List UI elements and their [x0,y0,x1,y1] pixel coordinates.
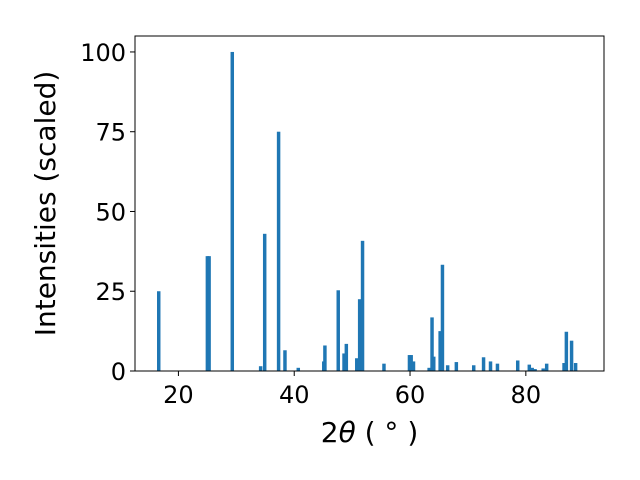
bar [527,364,532,371]
x-axis-ticks: 20 40 60 80 [163,371,541,409]
bar [541,368,545,371]
x-tick-label: 60 [395,381,426,409]
y-tick-label: 75 [95,119,126,147]
x-tick-label: 20 [163,381,194,409]
x-tick-label: 40 [279,381,310,409]
x-tick-label: 80 [511,381,542,409]
bar [230,51,235,371]
y-axis-ticks: 0 25 50 75 100 [80,39,135,386]
bar [323,345,327,371]
bar [533,369,537,371]
bar [407,355,412,371]
bar [409,355,413,371]
bar [432,356,436,371]
bar [530,367,534,371]
bar [488,361,493,371]
bar [342,353,346,371]
bar [438,331,442,371]
bar [481,357,486,371]
bar [440,264,445,371]
bar [569,340,574,371]
bar [296,367,301,371]
bar [336,290,340,371]
x-axis-label-prefix: 2 [321,416,339,449]
bar [276,131,281,371]
y-axis-label: Intensities (scaled) [29,71,62,337]
bar [471,365,476,371]
bar [157,291,161,371]
bar [382,363,386,371]
bar [573,363,578,371]
bar [344,343,349,371]
bars-group [157,51,578,371]
bar [411,361,416,371]
bar [515,360,520,371]
bar [283,350,287,371]
bar [427,367,431,371]
bar [207,256,211,371]
bar [544,363,549,371]
bar [564,331,569,371]
bar [262,233,267,371]
x-axis-label-unit: ( ° ) [356,416,419,449]
plot-frame [134,35,605,372]
y-tick-label: 25 [95,278,126,306]
bar [562,363,566,371]
bar [258,366,263,371]
bar [360,240,365,371]
bar [454,362,459,371]
bar [355,358,359,371]
bar [495,363,500,371]
y-tick-label: 0 [111,358,126,386]
y-tick-label: 100 [80,39,126,67]
x-axis-label: 2θ ( ° ) [321,416,419,449]
bar [430,317,434,371]
x-axis-label-symbol: θ [339,416,356,449]
bar [357,299,362,371]
y-tick-label: 50 [95,198,126,226]
bar [445,365,450,371]
bar [205,256,210,371]
